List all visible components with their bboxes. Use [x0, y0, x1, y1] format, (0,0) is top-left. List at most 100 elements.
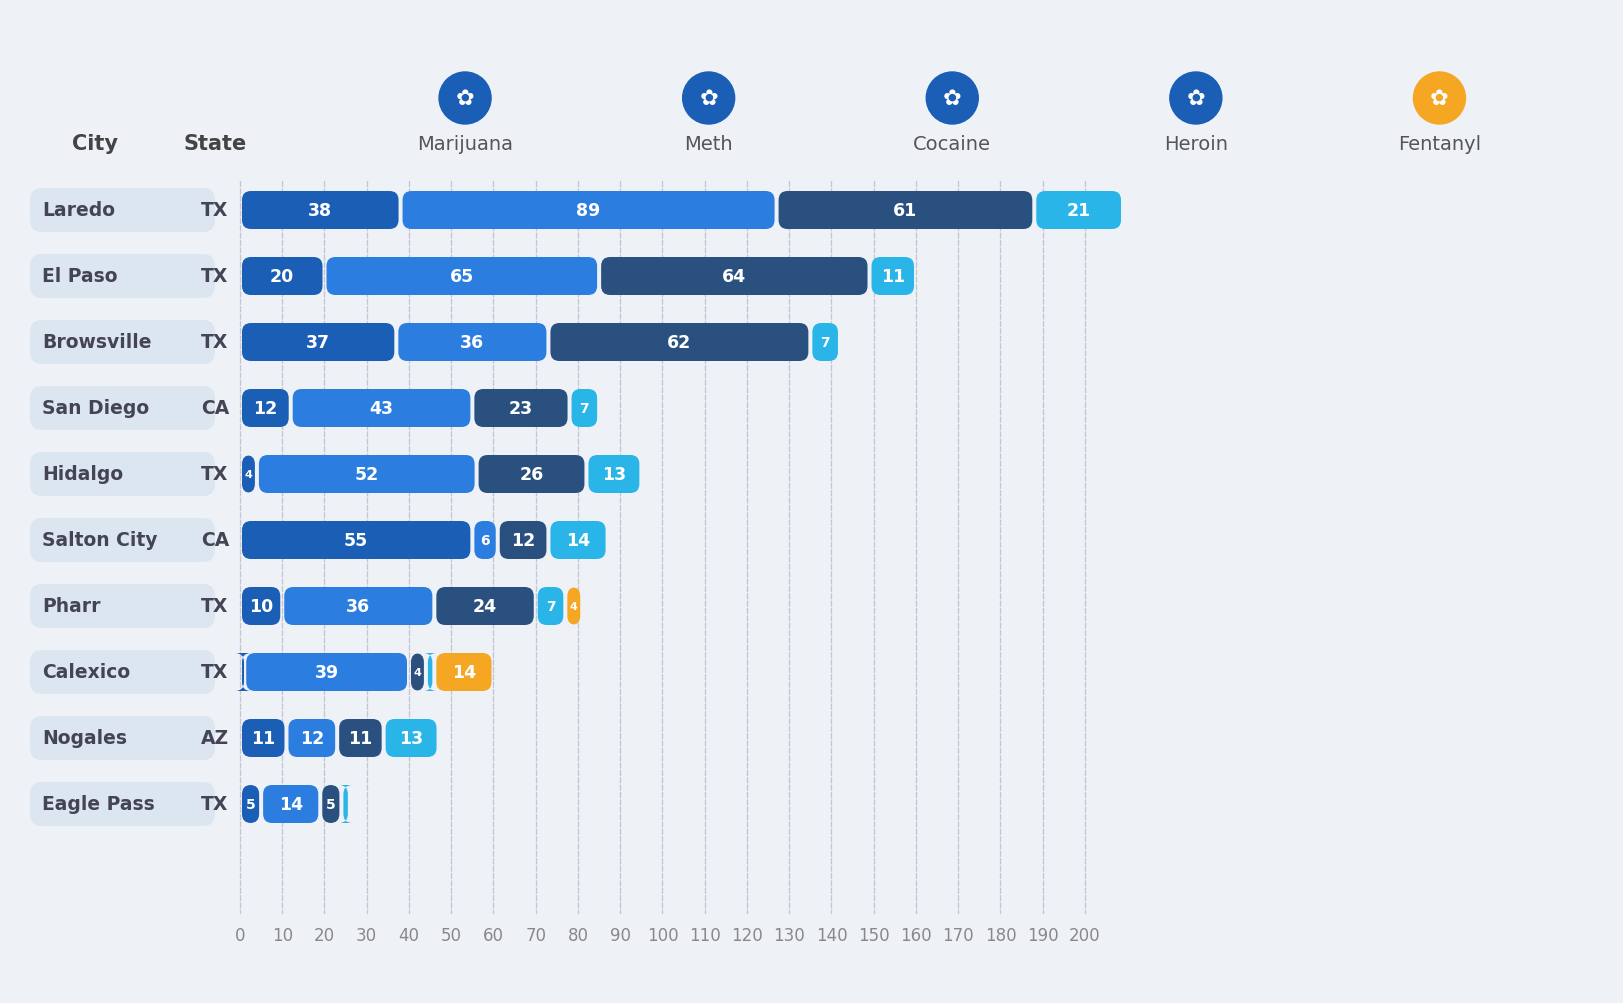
FancyBboxPatch shape: [242, 588, 281, 626]
FancyBboxPatch shape: [550, 324, 808, 362]
Text: 23: 23: [508, 399, 532, 417]
Text: 12: 12: [253, 399, 278, 417]
FancyBboxPatch shape: [29, 585, 214, 628]
Circle shape: [925, 73, 977, 125]
Text: Laredo: Laredo: [42, 202, 115, 221]
Text: 7: 7: [579, 401, 589, 415]
Text: TX: TX: [201, 663, 229, 682]
Text: 50: 50: [440, 926, 461, 944]
FancyBboxPatch shape: [29, 452, 214, 496]
Circle shape: [438, 73, 490, 125]
Text: 14: 14: [565, 532, 589, 550]
Text: 20: 20: [269, 268, 294, 286]
Text: 26: 26: [519, 465, 544, 483]
Text: 39: 39: [315, 663, 339, 681]
FancyBboxPatch shape: [872, 258, 914, 296]
Text: 10: 10: [248, 598, 273, 616]
Text: TX: TX: [201, 267, 229, 286]
FancyBboxPatch shape: [385, 719, 437, 757]
Text: 36: 36: [346, 598, 370, 616]
FancyBboxPatch shape: [284, 588, 432, 626]
FancyBboxPatch shape: [29, 255, 214, 299]
FancyBboxPatch shape: [500, 522, 545, 560]
FancyBboxPatch shape: [242, 258, 323, 296]
FancyBboxPatch shape: [321, 785, 339, 823]
Text: 120: 120: [730, 926, 763, 944]
Text: 80: 80: [566, 926, 588, 944]
FancyBboxPatch shape: [242, 455, 255, 493]
Text: 130: 130: [773, 926, 805, 944]
Text: CA: CA: [201, 399, 229, 418]
Text: 14: 14: [279, 795, 302, 813]
Text: AZ: AZ: [201, 729, 229, 748]
FancyBboxPatch shape: [777, 192, 1032, 230]
FancyBboxPatch shape: [242, 522, 471, 560]
Text: 12: 12: [511, 532, 536, 550]
FancyBboxPatch shape: [566, 588, 579, 626]
Text: 12: 12: [300, 729, 323, 747]
Text: 7: 7: [545, 600, 555, 614]
FancyBboxPatch shape: [398, 324, 545, 362]
FancyBboxPatch shape: [242, 324, 394, 362]
Text: 37: 37: [307, 334, 329, 352]
FancyBboxPatch shape: [242, 719, 284, 757]
Text: 90: 90: [609, 926, 630, 944]
Text: 6: 6: [480, 534, 490, 548]
Text: CA: CA: [201, 531, 229, 550]
FancyBboxPatch shape: [411, 653, 424, 691]
FancyBboxPatch shape: [537, 588, 563, 626]
FancyBboxPatch shape: [588, 455, 639, 493]
Text: 36: 36: [459, 334, 484, 352]
Text: 4: 4: [570, 602, 578, 612]
FancyBboxPatch shape: [437, 653, 492, 691]
Text: TX: TX: [201, 794, 229, 813]
FancyBboxPatch shape: [242, 192, 398, 230]
Text: 200: 200: [1068, 926, 1100, 944]
FancyBboxPatch shape: [242, 389, 289, 427]
Text: Eagle Pass: Eagle Pass: [42, 794, 154, 813]
FancyBboxPatch shape: [292, 389, 471, 427]
Circle shape: [1169, 73, 1220, 125]
Text: 0: 0: [235, 926, 245, 944]
Text: 10: 10: [271, 926, 292, 944]
Text: 150: 150: [857, 926, 889, 944]
FancyBboxPatch shape: [812, 324, 837, 362]
Text: 20: 20: [313, 926, 334, 944]
FancyBboxPatch shape: [29, 321, 214, 365]
FancyBboxPatch shape: [258, 455, 474, 493]
Text: TX: TX: [201, 202, 229, 221]
Text: 70: 70: [524, 926, 545, 944]
Circle shape: [1412, 73, 1464, 125]
Text: 160: 160: [899, 926, 932, 944]
FancyBboxPatch shape: [339, 785, 352, 823]
Text: ✿: ✿: [943, 89, 961, 109]
Text: 100: 100: [646, 926, 678, 944]
Text: 13: 13: [602, 465, 625, 483]
Text: 7: 7: [820, 336, 829, 350]
FancyBboxPatch shape: [289, 719, 334, 757]
Text: ✿: ✿: [1430, 89, 1448, 109]
FancyBboxPatch shape: [29, 386, 214, 430]
Text: City: City: [71, 133, 118, 153]
FancyBboxPatch shape: [29, 782, 214, 826]
Text: 5: 5: [245, 797, 255, 811]
Text: Marijuana: Marijuana: [417, 134, 513, 153]
Text: 21: 21: [1066, 202, 1091, 220]
Text: Pharr: Pharr: [42, 597, 101, 616]
Text: Salton City: Salton City: [42, 531, 157, 550]
FancyBboxPatch shape: [474, 389, 566, 427]
Text: 180: 180: [984, 926, 1016, 944]
Text: 5: 5: [326, 797, 336, 811]
FancyBboxPatch shape: [1035, 192, 1120, 230]
Text: Nogales: Nogales: [42, 729, 127, 748]
Text: 38: 38: [308, 202, 333, 220]
Text: 65: 65: [450, 268, 474, 286]
Text: 62: 62: [667, 334, 691, 352]
Text: Cocaine: Cocaine: [912, 134, 990, 153]
Text: 170: 170: [941, 926, 974, 944]
FancyBboxPatch shape: [339, 719, 381, 757]
FancyBboxPatch shape: [235, 653, 252, 691]
Text: 61: 61: [893, 202, 917, 220]
Text: 140: 140: [815, 926, 847, 944]
Text: 4: 4: [245, 469, 252, 479]
